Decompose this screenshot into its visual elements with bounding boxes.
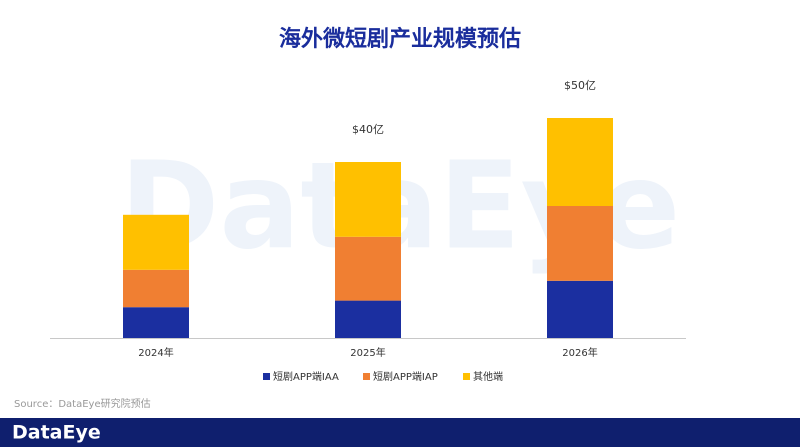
bar-segment xyxy=(547,280,613,338)
x-tick-label: 2024年 xyxy=(138,346,173,359)
bar-segment xyxy=(335,300,401,338)
x-tick-label: 2025年 xyxy=(350,346,385,359)
chart-title: 海外微短剧产业规模预估 xyxy=(279,26,521,52)
bar-segment xyxy=(123,269,189,308)
bar-segment xyxy=(335,236,401,301)
legend-label: 短剧APP端IAA xyxy=(273,370,339,383)
legend-swatch xyxy=(463,373,470,380)
legend-swatch xyxy=(363,373,370,380)
total-label: $50亿 xyxy=(564,79,596,92)
footer-bar xyxy=(0,418,800,447)
bar-segment xyxy=(547,206,613,281)
total-label: $40亿 xyxy=(352,123,384,136)
legend-label: 其他端 xyxy=(473,370,503,383)
bar-segment xyxy=(547,118,613,206)
bar-segment xyxy=(335,162,401,237)
bar-segment xyxy=(123,307,189,338)
footer-logo: DataEye xyxy=(12,422,101,444)
source: Source：DataEye研究院预估 xyxy=(14,397,151,410)
x-tick-label: 2026年 xyxy=(562,346,597,359)
legend-swatch xyxy=(263,373,270,380)
legend-label: 短剧APP端IAP xyxy=(373,370,438,383)
bar-segment xyxy=(123,214,189,270)
